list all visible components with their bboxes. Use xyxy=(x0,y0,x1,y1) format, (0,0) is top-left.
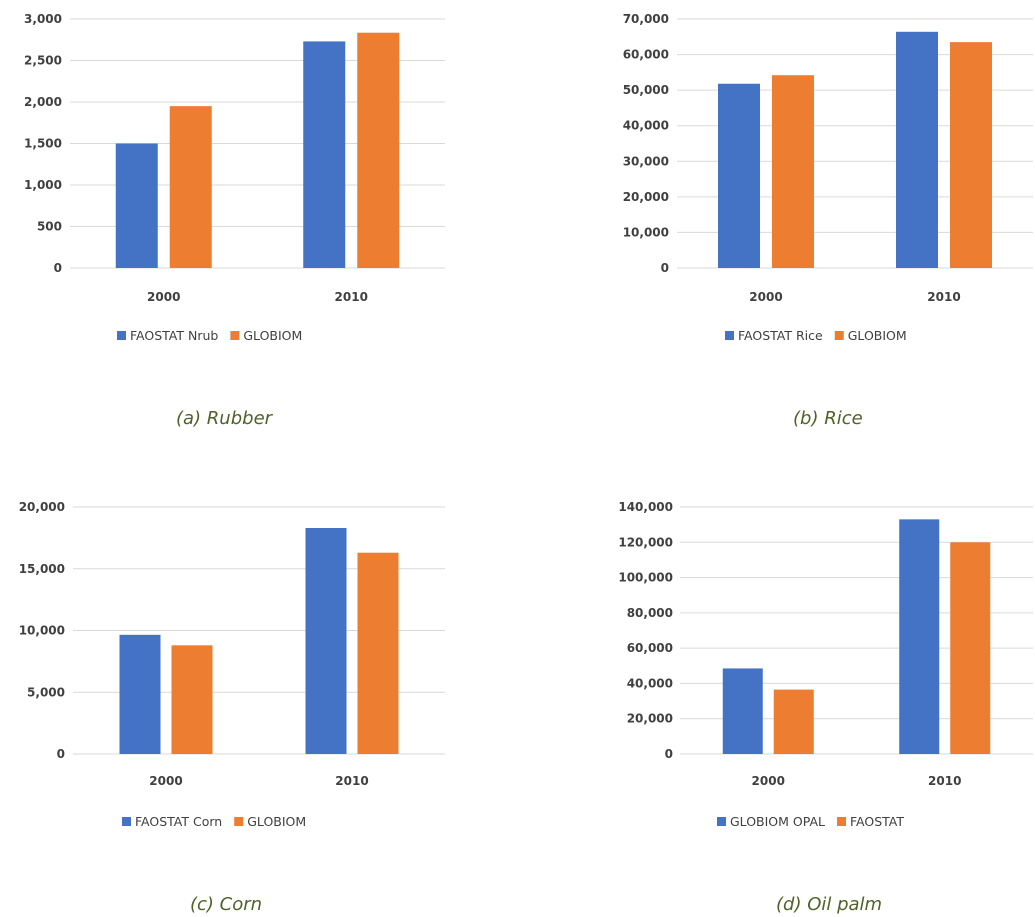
y-tick-label: 60,000 xyxy=(623,48,669,62)
legend-label: GLOBIOM xyxy=(247,814,306,829)
legend-swatch xyxy=(117,331,126,340)
y-tick-label: 30,000 xyxy=(623,154,669,168)
legend-swatch xyxy=(717,817,726,826)
bar-corn-1-2000 xyxy=(171,645,213,754)
chart-panel-rice: 0 10,000 20,000 30,000 40,000 50,000 60,000 70,… xyxy=(577,0,1035,354)
bar-rice-1-2000 xyxy=(772,75,814,269)
y-tick-label: 2,500 xyxy=(24,54,62,68)
bar-corn-1-2010 xyxy=(357,552,399,754)
legend-label: GLOBIOM xyxy=(243,328,302,343)
bar-chart-corn: 0 5,000 10,000 15,000 20,000 2000 2010 FAOSTAT … xyxy=(19,500,445,829)
legend-swatch xyxy=(834,331,844,340)
y-tick-label: 100,000 xyxy=(618,571,673,585)
legend-label: FAOSTAT xyxy=(850,814,904,829)
y-tick-label: 70,000 xyxy=(623,12,669,26)
bar-rice-1-2010 xyxy=(950,42,992,268)
bar-chart-oil-palm: 0 20,000 40,000 60,000 80,000 100,000 120,000 1… xyxy=(618,500,1033,829)
caption-rubber: (a) Rubber xyxy=(176,408,273,429)
y-tick-label: 2,000 xyxy=(24,95,62,109)
legend-label: FAOSTAT Rice xyxy=(738,328,823,343)
bar-corn-0-2000 xyxy=(119,634,161,754)
y-tick-label: 120,000 xyxy=(618,535,673,549)
y-tick-label: 50,000 xyxy=(623,83,669,97)
bar-chart-rice: 0 10,000 20,000 30,000 40,000 50,000 60,000 70,… xyxy=(623,12,1033,343)
bar-oil-palm-0-2000 xyxy=(722,668,763,754)
y-tick-label: 60,000 xyxy=(627,641,673,655)
y-tick-label: 20,000 xyxy=(623,190,669,204)
bar-corn-0-2010 xyxy=(305,527,347,754)
x-category-label: 2000 xyxy=(147,290,180,304)
legend-swatch xyxy=(725,331,734,340)
bar-rubber-0-2000 xyxy=(115,143,158,268)
y-tick-label: 40,000 xyxy=(623,119,669,133)
chart-panel-corn: 0 5,000 10,000 15,000 20,000 2000 2010 FAOSTAT … xyxy=(0,490,458,844)
legend-label: GLOBIOM xyxy=(848,328,907,343)
y-tick-label: 20,000 xyxy=(627,712,673,726)
legend-swatch xyxy=(837,817,846,826)
bar-oil-palm-1-2000 xyxy=(773,689,814,754)
y-tick-label: 10,000 xyxy=(623,225,669,239)
y-tick-label: 0 xyxy=(57,747,65,761)
caption-oil-palm: (d) Oil palm xyxy=(776,894,883,915)
bar-rubber-1-2010 xyxy=(357,32,400,268)
caption-rice: (b) Rice xyxy=(793,408,863,429)
chart-panel-oil-palm: 0 20,000 40,000 60,000 80,000 100,000 120,000 1… xyxy=(577,490,1035,844)
y-tick-label: 0 xyxy=(661,261,669,275)
y-tick-label: 20,000 xyxy=(19,500,65,514)
legend-swatch xyxy=(122,817,131,826)
bar-oil-palm-0-2010 xyxy=(899,519,940,754)
x-category-label: 2010 xyxy=(927,290,960,304)
x-category-label: 2010 xyxy=(335,774,368,788)
bar-rubber-0-2010 xyxy=(303,41,346,268)
y-tick-label: 5,000 xyxy=(27,685,65,699)
bar-chart-rubber: 0 500 1,000 1,500 2,000 2,500 3,000 2000 2010 FAO… xyxy=(24,12,445,343)
y-tick-label: 40,000 xyxy=(627,676,673,690)
x-category-label: 2000 xyxy=(752,774,785,788)
y-tick-label: 10,000 xyxy=(19,624,65,638)
caption-corn: (c) Corn xyxy=(190,894,263,915)
y-tick-label: 3,000 xyxy=(24,12,62,26)
y-tick-label: 140,000 xyxy=(618,500,673,514)
legend-label: FAOSTAT Corn xyxy=(135,814,222,829)
y-tick-label: 1,000 xyxy=(24,178,62,192)
y-tick-label: 500 xyxy=(37,220,62,234)
x-category-label: 2010 xyxy=(335,290,368,304)
y-tick-label: 15,000 xyxy=(19,562,65,576)
legend-swatch xyxy=(234,817,244,826)
chart-panel-rubber: 0 500 1,000 1,500 2,000 2,500 3,000 2000 2010 FAO… xyxy=(0,0,458,354)
y-tick-label: 1,500 xyxy=(24,137,62,151)
legend-swatch xyxy=(230,331,240,340)
y-tick-label: 80,000 xyxy=(627,606,673,620)
bar-rubber-1-2000 xyxy=(169,106,212,269)
x-category-label: 2000 xyxy=(749,290,782,304)
y-tick-label: 0 xyxy=(54,261,62,275)
legend-label: FAOSTAT Nrub xyxy=(130,328,218,343)
bar-rice-0-2010 xyxy=(896,31,938,269)
x-category-label: 2000 xyxy=(149,774,182,788)
bar-rice-0-2000 xyxy=(718,83,760,269)
legend-label: GLOBIOM OPAL xyxy=(730,814,825,829)
x-category-label: 2010 xyxy=(928,774,961,788)
y-tick-label: 0 xyxy=(665,747,673,761)
bar-oil-palm-1-2010 xyxy=(950,542,991,754)
